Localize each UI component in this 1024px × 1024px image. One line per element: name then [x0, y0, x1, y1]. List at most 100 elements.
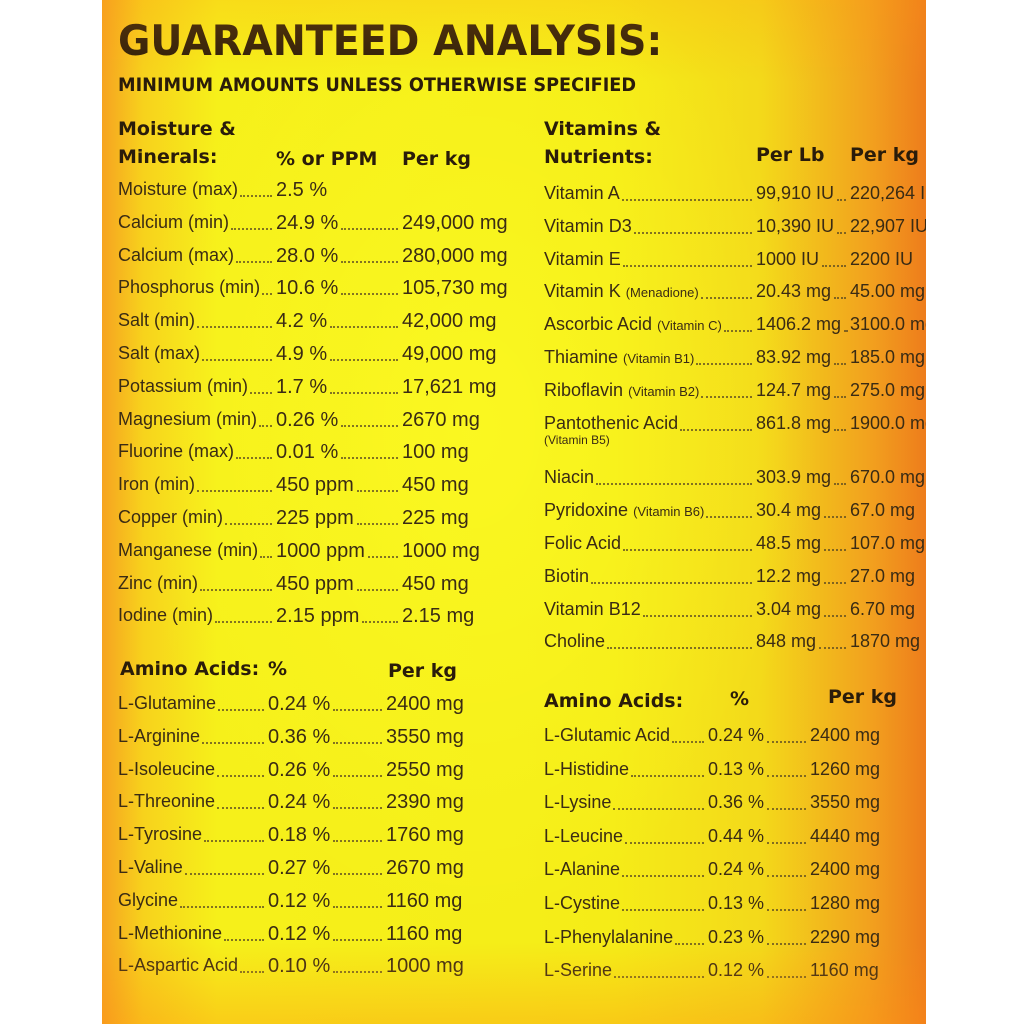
leader-dots — [224, 938, 264, 941]
row-name: Potassium (min) — [118, 375, 249, 396]
leader-dots — [834, 395, 846, 398]
vitamins-list: Vitamin A 99,910 IU 220,264 IU Vitamin D3 10… — [544, 180, 926, 661]
row-value: 0.10 % — [268, 955, 331, 978]
leader-dots — [217, 774, 264, 777]
row-per-kg: 67.0 mg — [850, 500, 916, 521]
row-value: 1406.2 mg — [756, 314, 842, 335]
row-per-kg: 2550 mg — [386, 758, 464, 781]
row-name: Magnesium (min) — [118, 408, 258, 429]
table-row: L-Phenylalanine 0.23 % 2290 mg — [544, 924, 924, 958]
row-value: 0.26 % — [268, 758, 331, 781]
row-per-kg: 249,000 mg — [402, 211, 508, 234]
row-note: (Vitamin B1) — [623, 350, 695, 366]
row-per-kg: 3550 mg — [810, 792, 881, 813]
leader-dots — [200, 588, 272, 591]
table-row: Vitamin E 1000 IU 2200 IU — [544, 246, 924, 279]
amino-right-col-perkg: Per kg — [828, 686, 898, 708]
row-value: 2.5 % — [276, 179, 328, 201]
leader-dots — [837, 231, 846, 234]
leader-dots — [333, 971, 382, 974]
table-row: L-Glutamine 0.24 % 2400 mg — [118, 690, 538, 723]
row-name: Thiamine (Vitamin B1) — [544, 346, 695, 367]
leader-dots — [822, 264, 846, 267]
row-name: L-Tyrosine — [118, 824, 203, 845]
minerals-col-pct: % or PPM — [276, 148, 378, 170]
row-name: Calcium (max) — [118, 244, 235, 265]
row-name: Fluorine (max) — [118, 441, 235, 462]
row-name: Biotin — [544, 565, 590, 586]
row-name: Calcium (min) — [118, 211, 230, 232]
row-per-kg: 2400 mg — [810, 725, 881, 745]
leader-dots — [834, 428, 846, 431]
leader-dots — [250, 391, 272, 394]
leader-dots — [834, 362, 846, 365]
row-name: L-Valine — [118, 856, 183, 877]
minerals-header-line1: Moisture & — [118, 118, 236, 140]
leader-dots — [701, 395, 752, 398]
row-value: 0.27 % — [268, 856, 331, 879]
table-row: Magnesium (min) 0.26 % 2670 mg — [118, 406, 538, 439]
row-name: Pyridoxine (Vitamin B6) — [544, 500, 705, 521]
row-per-kg: 225 mg — [402, 506, 469, 529]
table-row: Vitamin A 99,910 IU 220,264 IU — [544, 180, 926, 213]
page-title: GUARANTEED ANALYSIS: — [118, 16, 663, 65]
table-row: L-Glutamic Acid 0.24 % 2400 mg — [544, 722, 924, 756]
table-row: L-Valine 0.27 % 2670 mg — [118, 854, 538, 887]
row-name: L-Serine — [544, 960, 613, 981]
amino-left-list: L-Glutamine 0.24 % 2400 mg L-Arginine 0.36 %… — [118, 690, 538, 985]
leader-dots — [333, 709, 382, 711]
leader-dots — [333, 807, 382, 810]
row-value: 124.7 mg — [756, 379, 832, 400]
leader-dots — [767, 976, 806, 979]
leader-dots — [767, 774, 806, 777]
page-subtitle: MINIMUM AMOUNTS UNLESS OTHERWISE SPECIFI… — [118, 74, 637, 96]
table-row: Iodine (min) 2.15 ppm 2.15 mg — [118, 602, 538, 635]
table-row: Fluorine (max) 0.01 % 100 mg — [118, 438, 538, 471]
amino-left-header: Amino Acids: — [120, 658, 260, 680]
leader-dots — [767, 942, 806, 945]
row-value: 1.7 % — [276, 375, 328, 398]
row-value: 0.36 % — [708, 792, 765, 813]
leader-dots — [330, 326, 398, 329]
leader-dots — [330, 358, 398, 361]
table-row: Choline 848 mg 1870 mg — [544, 628, 924, 661]
row-value: 4.9 % — [276, 342, 328, 365]
table-row: L-Methionine 0.12 % 1160 mg — [118, 920, 538, 953]
leader-dots — [202, 358, 272, 361]
row-value: 0.23 % — [708, 926, 765, 947]
row-name: Iron (min) — [118, 474, 196, 495]
leader-dots — [700, 297, 752, 300]
row-name: L-Lysine — [544, 792, 612, 813]
minerals-header-line2: Minerals: — [118, 146, 218, 168]
leader-dots — [621, 199, 752, 201]
leader-dots — [236, 457, 272, 460]
row-name: Vitamin E — [544, 248, 621, 269]
row-value: 0.44 % — [708, 825, 765, 846]
leader-dots — [596, 483, 752, 486]
leader-dots — [824, 548, 846, 551]
row-per-kg: 42,000 mg — [402, 310, 497, 333]
leader-dots — [622, 264, 752, 267]
leader-dots — [225, 522, 272, 525]
leader-dots — [333, 840, 382, 843]
minerals-col-perkg: Per kg — [402, 148, 472, 170]
leader-dots — [824, 516, 846, 519]
row-value: 0.18 % — [268, 824, 331, 847]
row-name: Folic Acid — [544, 532, 622, 553]
row-name: L-Glutamine — [118, 693, 217, 713]
row-per-kg: 1760 mg — [386, 824, 464, 847]
leader-dots — [215, 621, 272, 624]
table-row: Iron (min) 450 ppm 450 mg — [118, 471, 538, 504]
row-value: 28.0 % — [276, 244, 339, 267]
row-name: L-Alanine — [544, 859, 621, 880]
row-value: 10.6 % — [276, 277, 339, 300]
table-row: Potassium (min) 1.7 % 17,621 mg — [118, 373, 538, 406]
table-row: Moisture (max) 2.5 % — [118, 176, 538, 209]
leader-dots — [819, 647, 846, 650]
leader-dots — [236, 260, 272, 263]
vitamins-header-line1: Vitamins & — [544, 118, 662, 140]
row-per-kg: 1000 mg — [386, 955, 464, 978]
row-name: Niacin — [544, 467, 595, 488]
row-name: Iodine (min) — [118, 605, 214, 626]
table-row: L-Leucine 0.44 % 4440 mg — [544, 823, 924, 857]
